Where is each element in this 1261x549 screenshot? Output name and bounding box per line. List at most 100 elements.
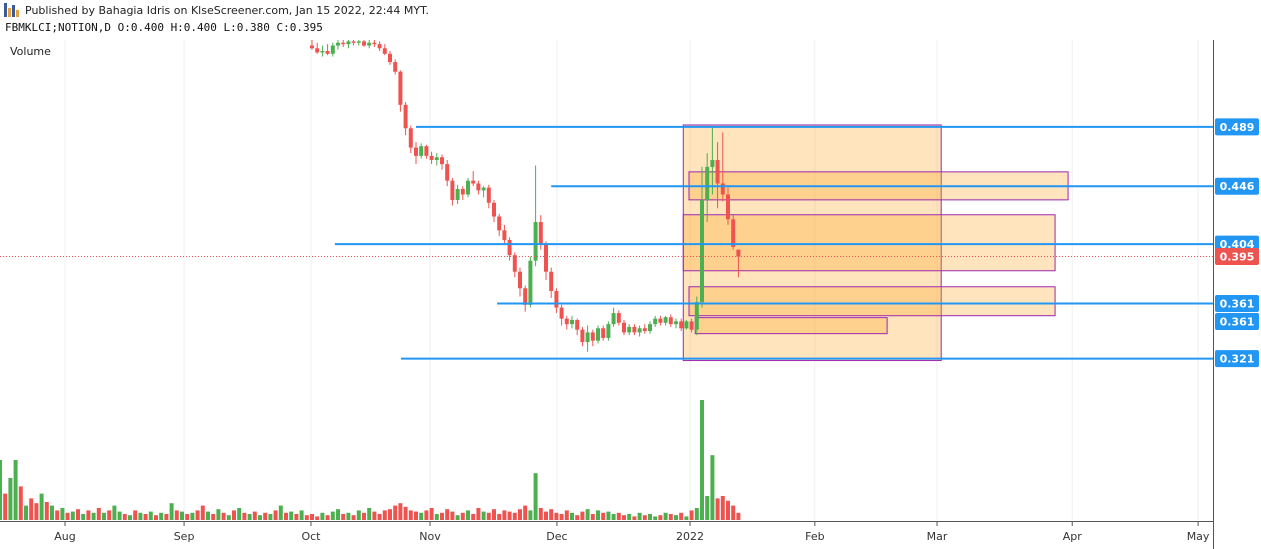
volume-bar	[237, 508, 242, 520]
candle-body	[736, 249, 741, 257]
candle-body	[439, 157, 444, 165]
candle-body	[720, 183, 725, 195]
candle-body	[616, 313, 621, 323]
volume-bar	[211, 514, 216, 520]
volume-bar	[107, 510, 112, 520]
candle-body	[398, 71, 403, 105]
candle-body	[606, 324, 611, 338]
volume-bar	[637, 512, 642, 520]
volume-bar	[127, 515, 132, 520]
logo	[4, 3, 19, 17]
candle-body	[621, 322, 626, 333]
candle-body	[450, 180, 455, 200]
volume-bar	[736, 512, 741, 520]
volume-bar	[179, 511, 184, 520]
candle-body	[335, 42, 340, 46]
zone	[688, 286, 1056, 317]
x-tick-label: Apr	[1063, 530, 1083, 543]
volume-bar	[507, 511, 512, 520]
volume-bar	[606, 511, 611, 520]
volume-bar	[247, 514, 252, 520]
volume-bar	[398, 503, 403, 520]
volume-bar	[231, 510, 236, 520]
volume-bar	[174, 510, 179, 520]
candle-body	[632, 326, 637, 333]
candle-body	[658, 318, 663, 323]
candle-body	[502, 230, 507, 240]
candle-body	[523, 288, 528, 305]
volume-bar	[387, 509, 392, 520]
volume-bar	[81, 514, 86, 520]
volume-bar	[367, 508, 372, 520]
volume-bar	[564, 510, 569, 520]
level-tag-label: 0.321	[1220, 353, 1255, 366]
candle-body	[315, 48, 320, 53]
candle-body	[465, 180, 470, 195]
candle-body	[393, 62, 398, 72]
volume-bar	[294, 514, 299, 520]
candle-body	[309, 45, 314, 49]
volume-bar	[642, 515, 647, 520]
candle-body	[377, 44, 382, 49]
volume-bar	[491, 509, 496, 520]
volume-bar	[580, 511, 585, 520]
volume-bar	[18, 486, 23, 520]
candle-body	[689, 321, 694, 330]
volume-bar	[133, 510, 138, 520]
candle-body	[627, 326, 632, 333]
volume-bar	[710, 455, 715, 520]
candle-body	[320, 51, 325, 53]
last-price-tag	[1215, 248, 1259, 266]
volume-bar	[23, 505, 28, 520]
volume-bar	[39, 493, 44, 520]
candle-body	[429, 155, 434, 160]
volume-bar	[476, 508, 481, 520]
candle-body	[471, 180, 476, 184]
volume-bar	[335, 509, 340, 520]
volume-bar	[70, 511, 75, 520]
x-tick-label: Dec	[546, 530, 567, 543]
volume-bar	[413, 511, 418, 520]
volume-bar	[112, 505, 117, 520]
header-text: Published by Bahagia Idris on KlseScreen…	[25, 4, 429, 17]
volume-label: Volume	[10, 45, 51, 58]
volume-bar	[621, 515, 626, 520]
candle-body	[543, 244, 548, 272]
volume-bar	[538, 508, 543, 520]
volume-bar	[356, 510, 361, 520]
candle-body	[325, 51, 330, 54]
candle-body	[715, 160, 720, 184]
volume-bar	[153, 515, 158, 520]
candle-body	[663, 317, 668, 323]
candle-body	[528, 260, 533, 305]
volume-bar	[590, 514, 595, 520]
volume-bar	[393, 505, 398, 520]
volume-bar	[242, 512, 247, 520]
candle-body	[725, 194, 730, 220]
candle-body	[413, 147, 418, 156]
volume-bar	[403, 506, 408, 520]
candle-body	[351, 41, 356, 43]
volume-bar	[164, 514, 169, 520]
candle-body	[346, 41, 351, 45]
volume-bar	[216, 509, 221, 520]
candle-body	[554, 291, 559, 308]
volume-bar	[408, 510, 413, 520]
volume-bar	[595, 510, 600, 520]
volume-bar	[101, 512, 106, 520]
volume-bar	[533, 473, 538, 520]
volume-bar	[627, 514, 632, 520]
last-price-label: 0.395	[1220, 251, 1255, 264]
volume-bar	[523, 505, 528, 520]
candle-body	[341, 42, 346, 45]
level-tag-label: 0.361	[1220, 297, 1255, 310]
volume-bar	[44, 502, 49, 520]
volume-bar	[460, 512, 465, 520]
volume-bar	[330, 511, 335, 520]
volume-bar	[684, 516, 689, 520]
volume-bar	[8, 478, 13, 520]
candle-body	[673, 321, 678, 325]
x-tick-label: May	[1187, 530, 1210, 543]
volume-bar	[190, 512, 195, 520]
candle-body	[699, 200, 704, 303]
